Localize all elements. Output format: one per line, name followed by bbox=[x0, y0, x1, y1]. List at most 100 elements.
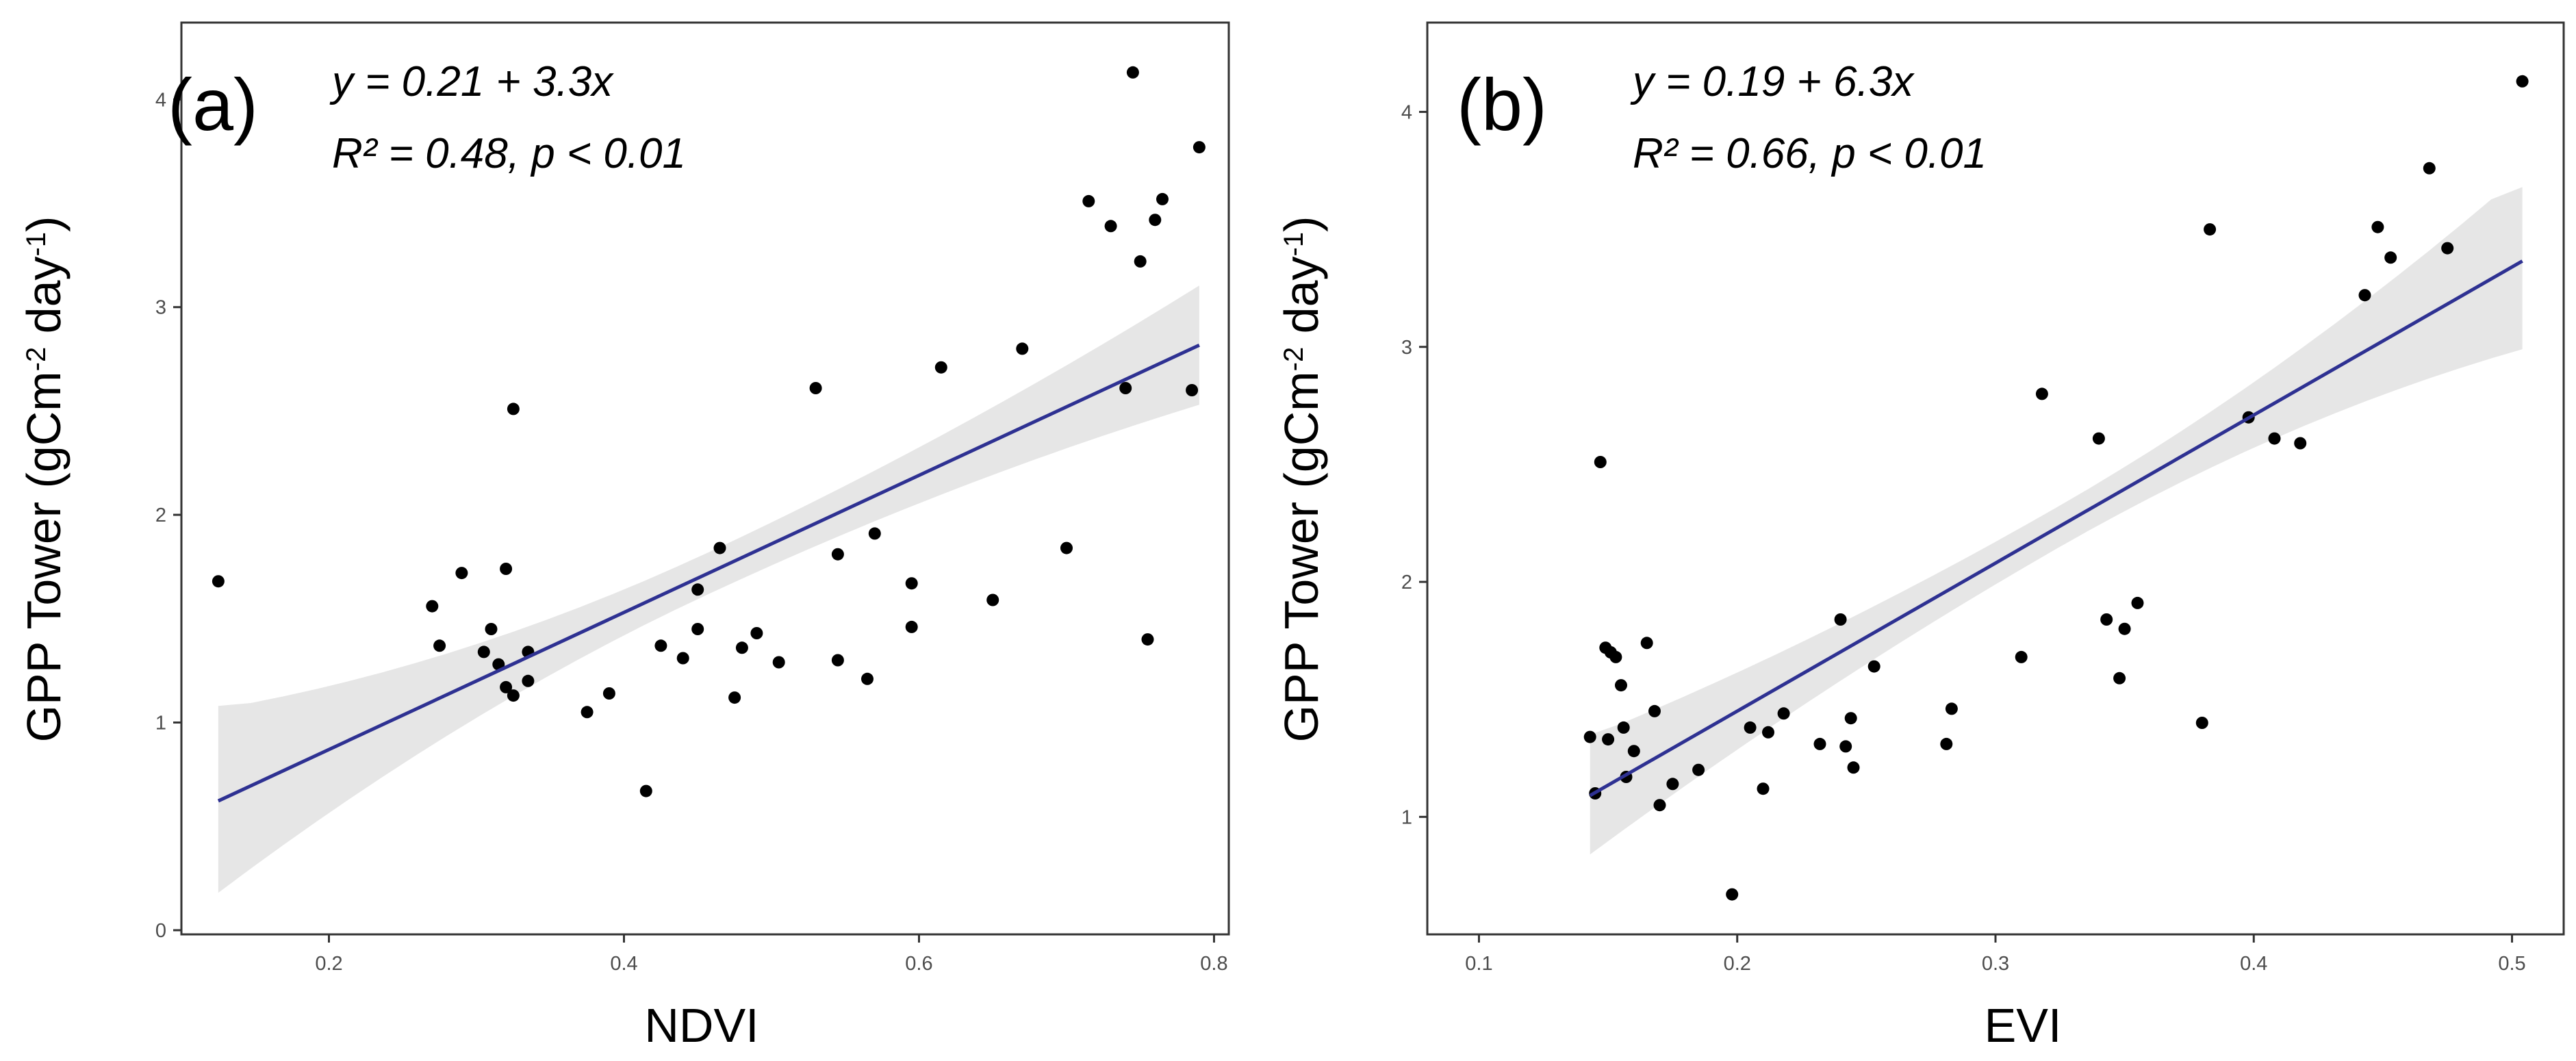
panel-a-data-point bbox=[861, 672, 873, 685]
panel-b-data-point bbox=[1844, 712, 1857, 725]
panel-a-data-point bbox=[500, 563, 513, 575]
panel-b-y-tick-label: 3 bbox=[1401, 337, 1412, 359]
panel-b-data-point bbox=[2131, 596, 2144, 609]
panel-b-data-point bbox=[1583, 730, 1596, 743]
panel-b-data-point bbox=[1640, 637, 1653, 650]
panel-a-x-axis-title: NDVI bbox=[644, 999, 758, 1052]
panel-b-data-point bbox=[1867, 660, 1880, 673]
panel-b-data-point bbox=[1692, 763, 1705, 776]
panel-a-data-point bbox=[713, 541, 726, 554]
panel-a-data-point bbox=[905, 620, 918, 633]
panel-b-data-point bbox=[2113, 672, 2126, 685]
panel-a-data-point bbox=[1060, 541, 1073, 554]
panel-a-plot-frame bbox=[180, 21, 1230, 936]
panel-b-x-tick-label: 0.5 bbox=[2498, 953, 2525, 975]
panel-b-label: (b) bbox=[1457, 63, 1547, 146]
panel-b-regression-line bbox=[1589, 259, 2523, 797]
panel-a-data-point bbox=[1119, 382, 1132, 394]
panel-a-ndvi: 0.2 0.4 0.6 0.8 0 1 2 3 4 (a) y = 0.21 + 3.3x R²… bbox=[17, 21, 1230, 1052]
panel-b-x-tick-label: 0.3 bbox=[1982, 953, 2009, 975]
panel-a-data-point bbox=[477, 645, 490, 659]
panel-b-data-point bbox=[2371, 220, 2384, 233]
panel-a-regression-line bbox=[217, 343, 1200, 803]
panel-b-x-tick-label: 0.1 bbox=[1465, 953, 1492, 975]
panel-a-data-point bbox=[728, 691, 741, 704]
panel-b-data-point bbox=[1617, 721, 1630, 734]
panel-a-y-tick-label: 2 bbox=[155, 504, 166, 526]
panel-b-data-point bbox=[2035, 387, 2048, 400]
panel-a-equation: y = 0.21 + 3.3x bbox=[329, 58, 614, 105]
panel-b-data-point bbox=[1726, 888, 1739, 901]
panel-a-data-point bbox=[905, 577, 918, 590]
panel-a-data-point bbox=[735, 641, 748, 654]
panel-b-data-point bbox=[1940, 737, 1953, 750]
panel-b-data-point bbox=[2423, 162, 2436, 175]
panel-a-y-tick-label: 1 bbox=[155, 713, 166, 734]
panel-b-data-point bbox=[2358, 289, 2371, 302]
panel-b-data-point bbox=[1847, 761, 1860, 774]
panel-a-data-point bbox=[602, 687, 615, 700]
panel-a-data-point bbox=[1134, 255, 1147, 268]
panel-b-data-point bbox=[1834, 613, 1847, 626]
panel-b-data-point bbox=[1839, 740, 1852, 753]
panel-a-data-point bbox=[1186, 384, 1199, 396]
panel-a-y-tick-label: 4 bbox=[155, 89, 166, 111]
panel-a-x-tick-label: 0.6 bbox=[905, 953, 932, 975]
panel-b-y-tick-label: 1 bbox=[1401, 806, 1412, 828]
panel-a-data-point bbox=[433, 639, 446, 652]
panel-a-y-tick-label: 0 bbox=[155, 920, 166, 942]
panel-b-data-point bbox=[2118, 622, 2131, 635]
panel-b-data-point bbox=[2195, 717, 2208, 729]
panel-a-label: (a) bbox=[168, 63, 258, 146]
panel-a-data-point bbox=[831, 654, 844, 667]
panel-a-data-point bbox=[772, 656, 785, 669]
panel-a-data-point bbox=[691, 623, 704, 635]
panel-a-data-point bbox=[485, 623, 498, 635]
panel-b-data-point bbox=[1757, 782, 1770, 795]
panel-b-data-point bbox=[1777, 707, 1790, 720]
panel-a-data-point bbox=[522, 674, 535, 687]
panel-b-data-point bbox=[2384, 251, 2397, 264]
panel-a-data-point bbox=[934, 361, 947, 374]
panel-a-data-point bbox=[986, 593, 999, 606]
panel-b-data-point bbox=[2268, 432, 2281, 445]
panel-a-stats: R² = 0.48, p < 0.01 bbox=[332, 130, 686, 177]
panel-a-data-point bbox=[212, 575, 225, 588]
panel-a-x-tick-label: 0.8 bbox=[1200, 953, 1227, 975]
panel-b-data-point bbox=[2294, 437, 2307, 450]
panel-b-data-point bbox=[1653, 799, 1666, 812]
panel-b-data-point bbox=[1666, 778, 1679, 791]
panel-b-stats: R² = 0.66, p < 0.01 bbox=[1633, 130, 1987, 177]
panel-b-confidence-band bbox=[1590, 187, 2523, 855]
panel-b-data-point bbox=[2092, 432, 2105, 445]
panel-a-data-point bbox=[1104, 220, 1117, 233]
panel-b-plot-layer: 0.1 0.2 0.3 0.4 0.5 1 2 3 4 bbox=[1401, 21, 2565, 975]
panel-a-data-point bbox=[691, 583, 704, 596]
panel-b-data-point bbox=[1762, 726, 1774, 739]
panel-b-data-point bbox=[2100, 613, 2113, 626]
panel-a-plot-layer: 0.2 0.4 0.6 0.8 0 1 2 3 4 bbox=[155, 21, 1230, 975]
panel-b-y-tick-label: 2 bbox=[1401, 572, 1412, 593]
panel-b-data-point bbox=[1615, 679, 1627, 692]
panel-a-data-point bbox=[581, 706, 594, 719]
panel-a-data-point bbox=[1082, 194, 1095, 207]
panel-a-data-point bbox=[507, 689, 520, 702]
panel-b-data-point bbox=[1594, 456, 1607, 468]
panel-a-y-tick-label: 3 bbox=[155, 297, 166, 319]
panel-b-data-point bbox=[1813, 737, 1826, 750]
panel-a-data-point bbox=[426, 600, 439, 613]
panel-a-data-point bbox=[455, 567, 468, 580]
panel-b-data-point bbox=[2441, 242, 2454, 255]
panel-a-data-point bbox=[654, 639, 667, 652]
panel-b-x-axis-title: EVI bbox=[1985, 999, 2062, 1052]
panel-a-data-point bbox=[1193, 141, 1206, 154]
panel-b-data-point bbox=[1648, 704, 1661, 717]
panel-a-data-point bbox=[831, 548, 844, 561]
panel-a-data-point bbox=[500, 680, 513, 693]
panel-b-y-axis-title: GPP Tower (gCm-2 day-1) bbox=[1275, 216, 1328, 743]
panel-a-y-axis-title: GPP Tower (gCm-2 day-1) bbox=[17, 216, 71, 743]
panel-b-data-point bbox=[1945, 702, 1958, 715]
